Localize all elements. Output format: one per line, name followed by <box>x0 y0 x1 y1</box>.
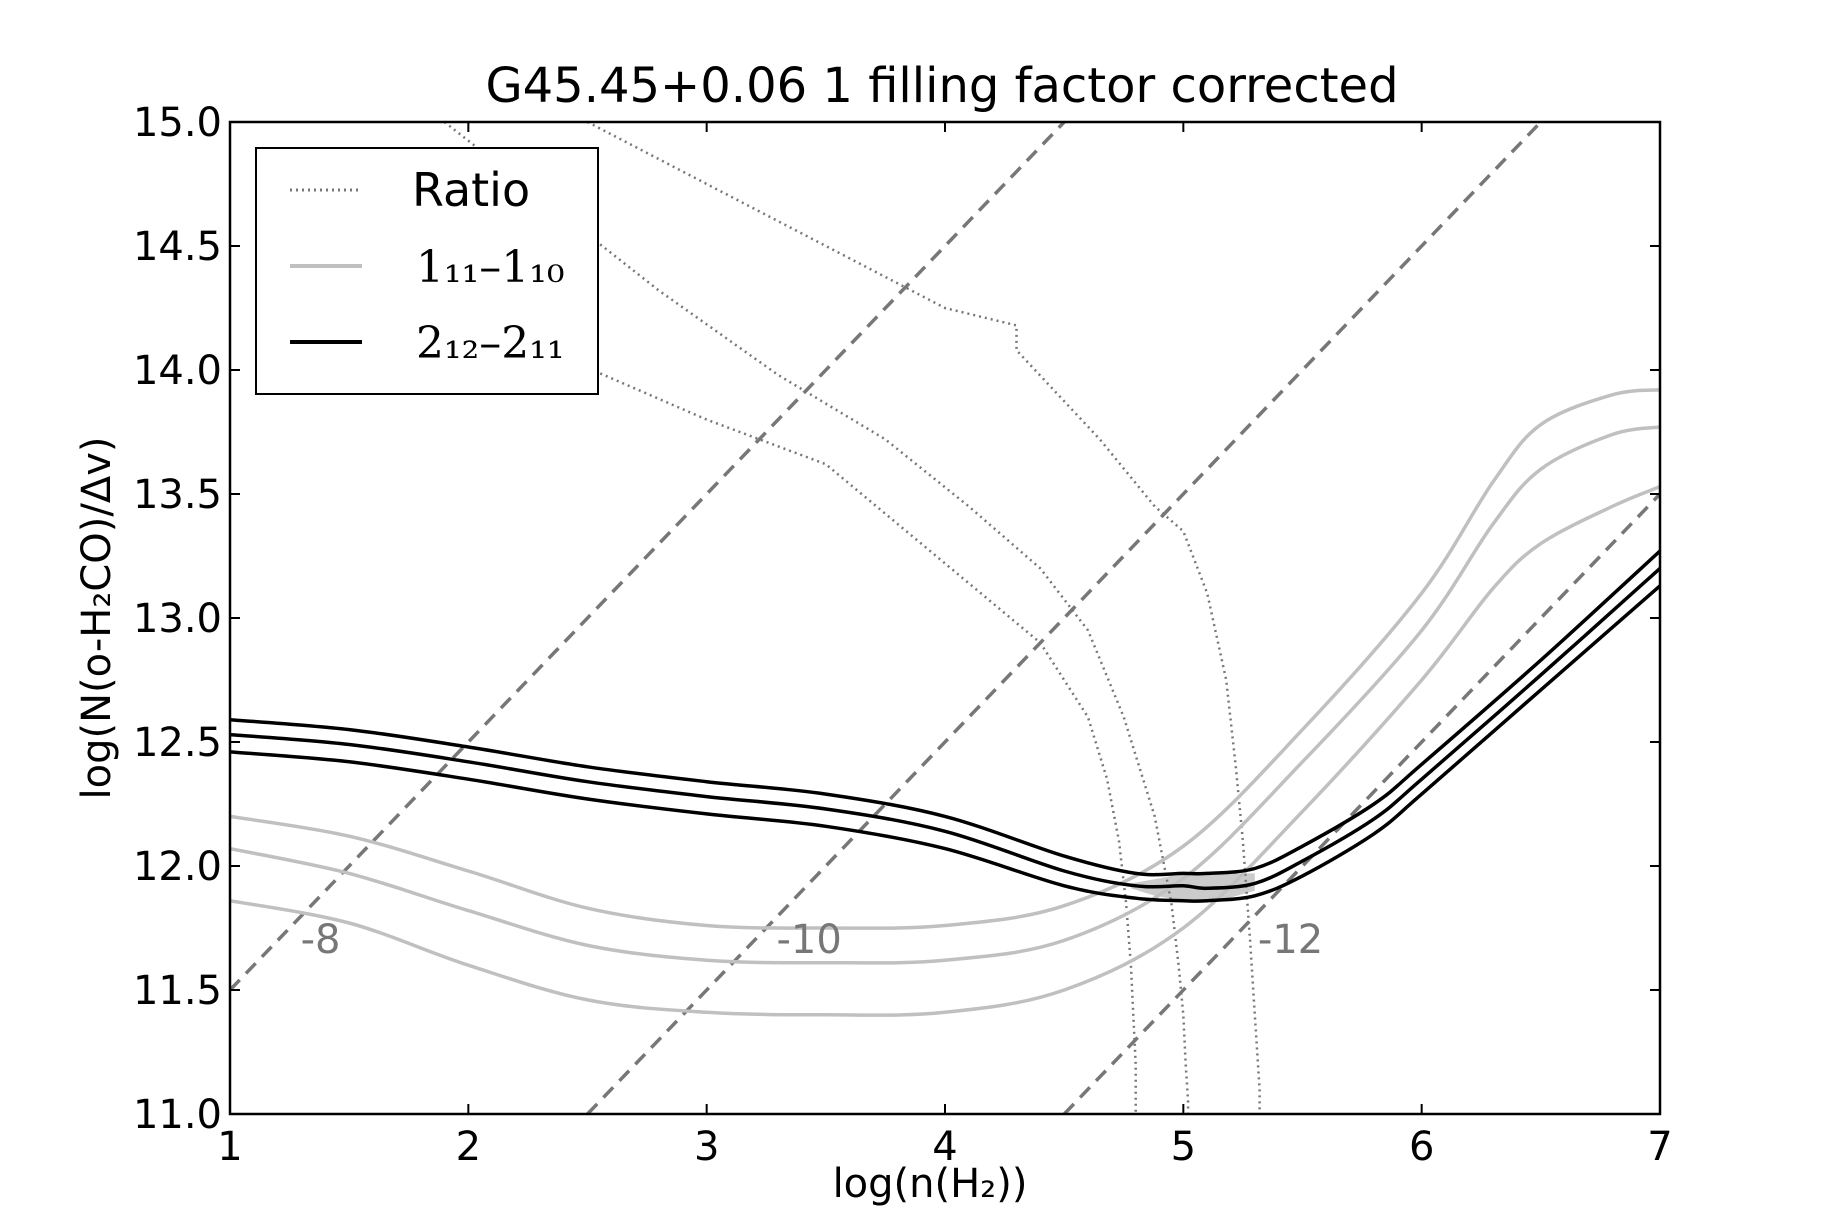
dashed-line-label-3: -12 <box>1258 917 1323 963</box>
y-tick-label: 12.5 <box>133 720 222 766</box>
x-tick-label: 2 <box>456 1124 481 1170</box>
series-ratio-2 <box>443 122 1190 1114</box>
y-tick-label: 11.5 <box>133 968 222 1014</box>
legend-label-1-11-1-10: 1₁₁–1₁₀ <box>416 242 565 293</box>
dashed-line-2 <box>586 122 1543 1114</box>
dashed-line-label-2: -10 <box>776 917 841 963</box>
series-1_11-1_10-5 <box>230 425 1660 965</box>
y-axis-label-text: log(N(o-H₂CO)/Δv) <box>74 436 120 799</box>
series-2_12-2_11-9 <box>230 584 1660 903</box>
y-tick-label: 14.0 <box>133 348 222 394</box>
y-tick-label: 13.5 <box>133 472 222 518</box>
x-axis-label: log(n(H₂)) <box>833 1161 1028 1207</box>
legend-label-2-12-2-11: 2₁₂–2₁₁ <box>416 318 565 369</box>
axis-ticks: 1 2 3 4 5 6 7 11.0 11.5 12.0 12.5 13.0 13.5 14.0 14.5 1… <box>133 100 1673 1170</box>
series-2_12-2_11-8 <box>230 567 1660 891</box>
x-tick-label: 1 <box>217 1124 242 1170</box>
chart-title: G45.45+0.06 1 filling factor corrected <box>485 58 1398 114</box>
x-tick-label: 7 <box>1647 1124 1672 1170</box>
legend-label-ratio: Ratio <box>412 163 530 217</box>
y-tick-label: 14.5 <box>133 224 222 270</box>
legend-box <box>255 147 599 395</box>
dashed-line-label-1: -8 <box>301 917 341 963</box>
y-tick-label: 11.0 <box>133 1092 222 1138</box>
y-tick-label: 13.0 <box>133 596 222 642</box>
series-ratio-1 <box>586 122 1261 1114</box>
y-tick-label: 15.0 <box>133 100 222 146</box>
dashed-line-1 <box>230 122 1066 992</box>
plot-area: -8 -10 -12 <box>230 122 1660 1114</box>
x-axis-label-text: log(n(H₂)) <box>833 1161 1028 1207</box>
y-tick-label: 12.0 <box>133 844 222 890</box>
legend: Ratio 1₁₁–1₁₀ 2₁₂–2₁₁ <box>255 147 599 395</box>
dashed-line-3 <box>1062 492 1660 1114</box>
x-tick-label: 4 <box>932 1124 957 1170</box>
x-tick-label: 5 <box>1171 1124 1196 1170</box>
y-axis-label: log(N(o-H₂CO)/Δv) <box>74 436 120 799</box>
series-1_11-1_10-4 <box>230 388 1660 930</box>
series-1_11-1_10-6 <box>230 484 1660 1017</box>
series-2_12-2_11-7 <box>230 549 1660 877</box>
x-tick-label: 6 <box>1409 1124 1434 1170</box>
x-tick-label: 3 <box>694 1124 719 1170</box>
